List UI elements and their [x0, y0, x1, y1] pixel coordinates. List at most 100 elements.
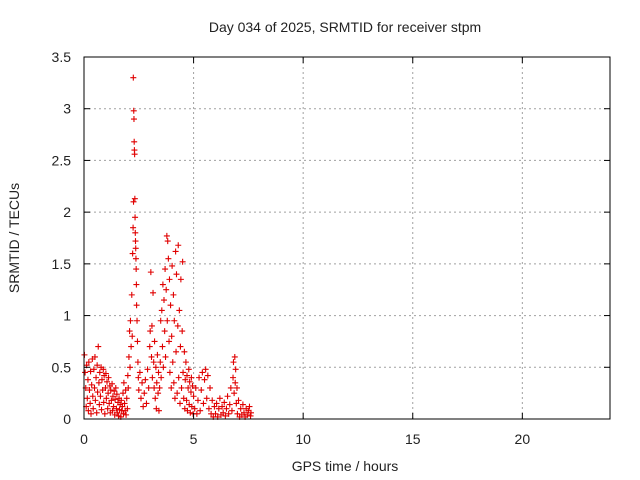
data-point — [132, 255, 139, 262]
data-point — [144, 366, 151, 373]
x-tick-label: 0 — [80, 431, 88, 447]
data-point — [187, 409, 194, 416]
data-point — [130, 116, 137, 123]
data-point — [161, 328, 168, 335]
data-point — [146, 343, 153, 350]
data-point — [164, 238, 171, 245]
data-point — [205, 405, 212, 412]
data-point — [134, 317, 141, 324]
data-point — [88, 410, 95, 417]
data-point — [94, 389, 101, 396]
data-point — [148, 322, 155, 329]
data-point — [114, 409, 121, 416]
data-point — [91, 353, 98, 360]
data-point — [111, 388, 118, 395]
data-point — [175, 374, 182, 381]
data-point — [90, 405, 97, 412]
data-point — [100, 366, 107, 373]
data-point — [106, 400, 113, 407]
data-point — [185, 366, 192, 373]
data-point — [163, 286, 170, 293]
data-point — [185, 384, 192, 391]
data-point — [186, 378, 193, 385]
data-point — [130, 198, 137, 205]
data-point — [182, 359, 189, 366]
data-point — [167, 302, 174, 309]
data-point — [196, 374, 203, 381]
data-point — [194, 397, 201, 404]
data-point — [174, 322, 181, 329]
data-point — [141, 390, 148, 397]
data-point — [159, 343, 166, 350]
data-point — [188, 374, 195, 381]
data-point — [227, 384, 234, 391]
data-point — [232, 379, 239, 386]
data-point — [109, 407, 116, 414]
data-point — [155, 407, 162, 414]
data-point — [170, 379, 177, 386]
data-point — [135, 374, 142, 381]
data-point — [169, 262, 176, 269]
data-point — [147, 269, 154, 276]
data-point — [192, 384, 199, 391]
data-point — [201, 376, 208, 383]
data-point — [97, 393, 104, 400]
data-point — [112, 384, 119, 391]
axis-ticks — [83, 56, 610, 420]
data-point — [145, 384, 152, 391]
data-point — [120, 379, 127, 386]
data-point — [173, 271, 180, 278]
data-point — [179, 258, 186, 265]
data-point — [131, 195, 138, 202]
data-point — [140, 403, 147, 410]
data-point — [163, 232, 170, 239]
data-point — [120, 410, 127, 417]
data-point — [148, 353, 155, 360]
data-point — [95, 343, 102, 350]
data-point — [109, 393, 116, 400]
data-point — [93, 374, 100, 381]
data-point — [102, 384, 109, 391]
data-point — [135, 387, 142, 394]
data-point — [143, 400, 150, 407]
data-point — [169, 359, 176, 366]
data-point — [172, 248, 179, 255]
data-point — [160, 297, 167, 304]
data-point — [87, 400, 94, 407]
data-point — [211, 403, 218, 410]
data-point — [128, 291, 135, 298]
data-point — [159, 281, 166, 288]
data-point — [155, 390, 162, 397]
data-point — [162, 266, 169, 273]
data-point — [154, 351, 161, 358]
data-point — [200, 400, 207, 407]
data-point — [203, 395, 210, 402]
data-point — [189, 382, 196, 389]
data-point — [95, 379, 102, 386]
data-point — [84, 395, 91, 402]
data-point — [112, 396, 119, 403]
data-point — [147, 328, 154, 335]
data-point — [158, 307, 165, 314]
data-point — [125, 353, 132, 360]
data-point — [158, 374, 165, 381]
chart-title: Day 034 of 2025, SRMTID for receiver stp… — [209, 19, 481, 35]
data-point — [177, 343, 184, 350]
data-point — [129, 250, 136, 257]
y-tick-label: 3 — [63, 101, 71, 117]
data-point — [165, 255, 172, 262]
data-point — [170, 291, 177, 298]
data-point — [130, 74, 137, 81]
data-point — [109, 380, 116, 387]
data-point — [232, 366, 239, 373]
data-point — [107, 387, 114, 394]
data-point — [113, 405, 120, 412]
y-tick-labels: 0 0.5 1 1.5 2 2.5 3 3.5 — [52, 49, 72, 427]
data-point — [187, 389, 194, 396]
data-point — [90, 366, 97, 373]
data-point — [85, 359, 92, 366]
data-point — [212, 410, 219, 417]
data-point — [184, 372, 191, 379]
data-point — [120, 390, 127, 397]
